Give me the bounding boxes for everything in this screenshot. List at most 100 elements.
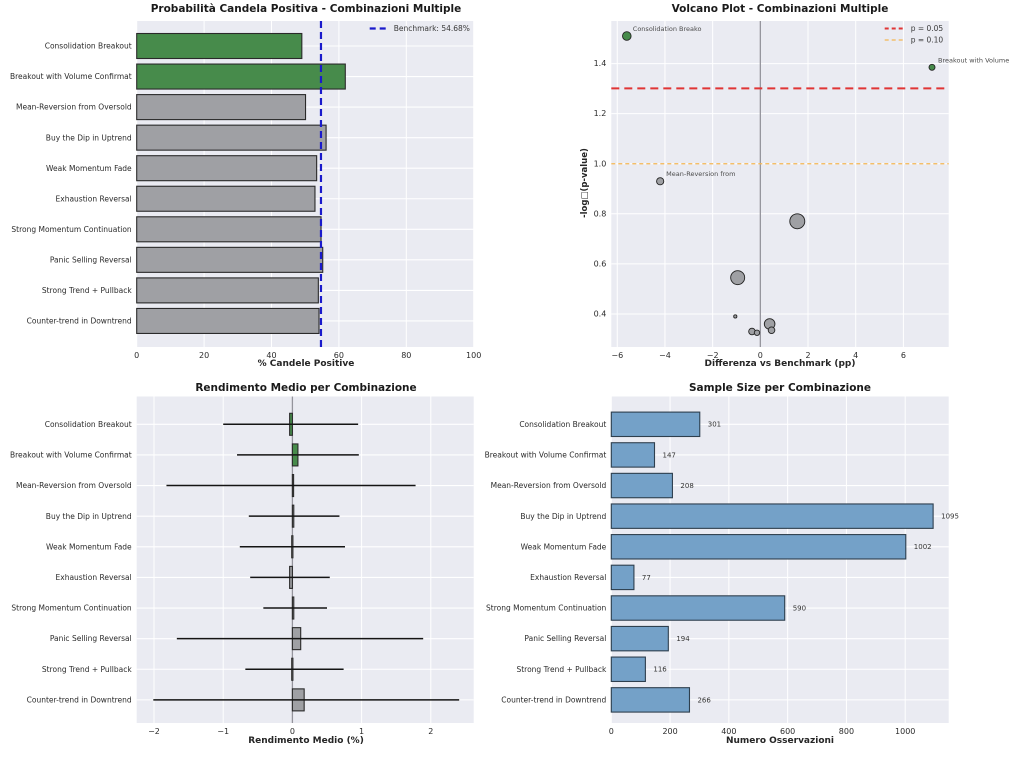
category-label: Weak Momentum Fade (46, 542, 132, 551)
y-tick-label: 0.4 (594, 310, 607, 319)
volcano-chart-canvas: Consolidation Breako Breakout with Volume… (594, 21, 1009, 360)
bars (153, 412, 460, 712)
category-label: Exhaustion Reversal (56, 194, 132, 203)
category-label: Mean-Reversion from Oversold (16, 481, 132, 490)
category-label: Strong Trend + Pullback (42, 286, 132, 295)
bar-value-label: 1002 (914, 543, 932, 551)
x-tick-label: 20 (199, 351, 209, 360)
category-label: Panic Selling Reversal (50, 255, 132, 264)
bar-value-label: 301 (708, 421, 721, 429)
y-tick-label: 1.4 (594, 59, 607, 68)
category-label: Buy the Dip in Uptrend (520, 512, 606, 521)
sample-size-chart-canvas: 301 147 208 1095 1002 77 590 194 116 266 Consolida… (485, 396, 959, 736)
x-tick-label: 60 (334, 351, 344, 360)
axes-background (136, 396, 474, 723)
category-label: Mean-Reversion from Oversold (491, 481, 607, 490)
bar-Consolidation Breakout (136, 32, 303, 60)
x-tick-label: 1000 (895, 727, 915, 736)
x-tick-label: −6 (611, 351, 623, 360)
x-tick-label: 2 (805, 351, 810, 360)
category-label: Strong Momentum Continuation (11, 225, 132, 234)
category-label: Strong Trend + Pullback (516, 665, 606, 674)
scatter-point (730, 270, 746, 286)
category-label: Strong Trend + Pullback (42, 665, 132, 674)
bar-value-label: 590 (793, 604, 806, 612)
point-label: Mean-Reversion from (666, 170, 735, 178)
category-label: Buy the Dip in Uptrend (46, 133, 132, 142)
bar-Buy the Dip in Uptrend (136, 124, 327, 151)
category-label: Weak Momentum Fade (521, 542, 607, 551)
bar-Strong Trend + Pullback (610, 656, 646, 683)
category-label: Panic Selling Reversal (524, 634, 606, 643)
scatter-points: Consolidation Breako Breakout with Volume… (622, 25, 1009, 336)
category-label: Consolidation Breakout (519, 420, 606, 429)
chart-title-volcano: Volcano Plot - Combinazioni Multiple (671, 3, 889, 15)
bar-Buy the Dip in Uptrend (610, 503, 934, 529)
bar-Mean-Reversion from Oversold (610, 472, 673, 499)
bar-value-label: 194 (676, 635, 690, 643)
bar-Strong Momentum Continuation (610, 595, 786, 621)
y-axis-label-volcano: -log□(p-value) (580, 148, 590, 218)
x-tick-label: 100 (466, 351, 481, 360)
legend-benchmark-label: Benchmark: 54.68% (394, 24, 470, 33)
chart-title-sample-size: Sample Size per Combinazione (688, 382, 872, 394)
x-tick-label: 0 (609, 727, 614, 736)
bars (136, 32, 346, 335)
panel-returns: Consolidation Breakout Breakout with Volu… (0, 379, 506, 758)
point-label: Consolidation Breako (633, 25, 702, 33)
bar-Breakout with Volume Confirmat (610, 442, 656, 468)
bar-value-label: 266 (697, 696, 711, 704)
category-label: Breakout with Volume Confirmat (10, 72, 132, 81)
bar-Consolidation Breakout (610, 411, 701, 438)
category-label: Exhaustion Reversal (530, 573, 606, 582)
x-tick-label: 800 (839, 727, 854, 736)
legend-label-0: p = 0.05 (911, 24, 944, 33)
x-tick-label: −2 (707, 351, 719, 360)
y-tick-label: 1.0 (594, 159, 607, 168)
x-tick-label: 400 (721, 727, 736, 736)
bar-Counter-trend in Downtrend (136, 307, 320, 335)
x-tick-label: 80 (401, 351, 411, 360)
category-label: Counter-trend in Downtrend (27, 317, 132, 326)
y-tick-label: 0.8 (594, 209, 607, 218)
bar-Panic Selling Reversal (136, 246, 324, 273)
chart-title-returns: Rendimento Medio per Combinazione (195, 382, 417, 394)
panel-sample-size: 301 147 208 1095 1002 77 590 194 116 266 Consolida… (485, 379, 1013, 758)
bar-Breakout with Volume Confirmat (136, 63, 346, 90)
bar-value-label: 208 (680, 482, 693, 490)
bar-Exhaustion Reversal (610, 564, 635, 591)
scatter-point (656, 177, 665, 186)
x-tick-label: −1 (217, 727, 229, 736)
category-label: Counter-trend in Downtrend (27, 695, 132, 704)
y-tick-label: 0.6 (594, 259, 607, 268)
category-label: Breakout with Volume Confirmat (10, 451, 132, 460)
panel-probability: Benchmark: 54.68% Consolidation Breakout B… (0, 0, 506, 379)
x-tick-label: 600 (780, 727, 795, 736)
bars: 301 147 208 1095 1002 77 590 194 116 266 (610, 411, 959, 713)
scatter-point (767, 326, 776, 334)
x-tick-label: −4 (659, 351, 671, 360)
bar-value-label: 116 (653, 666, 667, 674)
returns-chart-canvas: Consolidation Breakout Breakout with Volu… (10, 396, 474, 736)
bar-value-label: 1095 (941, 513, 959, 521)
category-label: Strong Momentum Continuation (11, 604, 132, 613)
bar-Exhaustion Reversal (136, 185, 316, 212)
category-label: Weak Momentum Fade (46, 164, 132, 173)
x-axis-label-volcano: Differenza vs Benchmark (pp) (704, 359, 856, 369)
x-axis-label-sample-size: Numero Osservazioni (725, 736, 835, 746)
bar-Strong Momentum Continuation (136, 216, 322, 243)
x-tick-label: 1 (359, 727, 364, 736)
x-tick-label: 0 (758, 351, 763, 360)
x-tick-label: 4 (853, 351, 858, 360)
probability-chart-canvas: Benchmark: 54.68% Consolidation Breakout B… (10, 21, 481, 360)
bar-Mean-Reversion from Oversold (136, 94, 307, 121)
category-label: Counter-trend in Downtrend (501, 695, 606, 704)
legend-label-1: p = 0.10 (911, 36, 944, 45)
x-axis-label-probability: % Candele Positive (257, 359, 355, 369)
scatter-point (622, 31, 632, 41)
scatter-point (753, 329, 761, 336)
axes-background (611, 21, 949, 347)
scatter-point (928, 63, 936, 71)
category-label: Panic Selling Reversal (50, 634, 132, 643)
